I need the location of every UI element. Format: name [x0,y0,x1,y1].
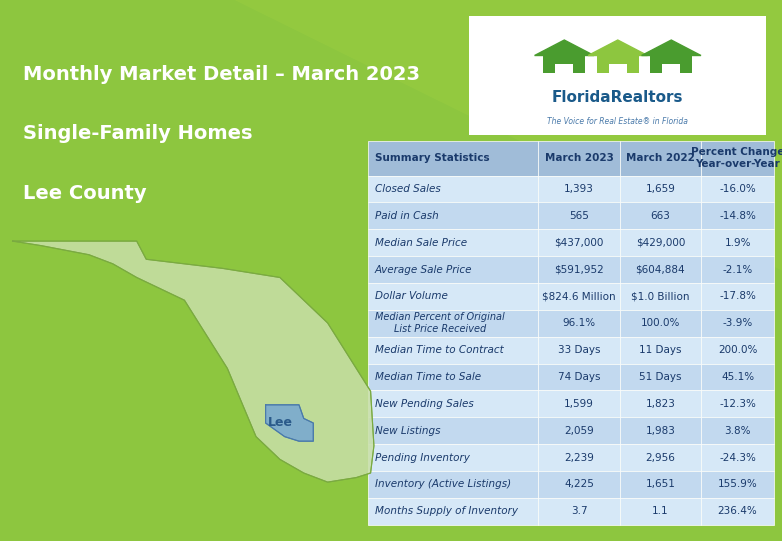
Bar [662,64,680,74]
Text: 45.1%: 45.1% [721,372,754,382]
Polygon shape [368,391,538,417]
Text: 51 Days: 51 Days [639,372,682,382]
Text: New Listings: New Listings [375,426,440,436]
Text: The Voice for Real Estate® in Florida: The Voice for Real Estate® in Florida [547,117,688,127]
Text: $604,884: $604,884 [636,265,685,275]
Polygon shape [588,40,647,56]
Polygon shape [538,141,619,175]
Polygon shape [701,444,774,471]
Polygon shape [619,337,701,364]
Polygon shape [368,417,538,444]
Polygon shape [619,498,701,525]
Polygon shape [701,141,774,175]
Polygon shape [701,283,774,310]
Polygon shape [619,444,701,471]
Polygon shape [701,256,774,283]
Polygon shape [619,310,701,337]
Polygon shape [535,40,594,56]
Text: 1,659: 1,659 [645,184,676,194]
Text: -24.3%: -24.3% [719,453,756,463]
Polygon shape [538,498,619,525]
Bar [609,64,626,74]
Text: Median Time to Sale: Median Time to Sale [375,372,481,382]
Polygon shape [266,405,314,441]
Text: $1.0 Billion: $1.0 Billion [631,292,690,301]
Text: 2,239: 2,239 [564,453,594,463]
Polygon shape [368,471,538,498]
Polygon shape [538,444,619,471]
Polygon shape [619,391,701,417]
Text: Months Supply of Inventory: Months Supply of Inventory [375,506,518,516]
Text: 11 Days: 11 Days [639,345,682,355]
Polygon shape [619,202,701,229]
Text: 100.0%: 100.0% [640,318,680,328]
Text: FloridaRealtors: FloridaRealtors [552,90,683,105]
Polygon shape [368,498,538,525]
Text: 3.7: 3.7 [571,506,587,516]
Text: Inventory (Active Listings): Inventory (Active Listings) [375,479,511,490]
Text: Paid in Cash: Paid in Cash [375,211,439,221]
Text: -17.8%: -17.8% [719,292,756,301]
Text: -12.3%: -12.3% [719,399,756,409]
Text: Lee County: Lee County [23,184,147,203]
Text: 155.9%: 155.9% [718,479,758,490]
Bar [597,56,639,74]
Text: -3.9%: -3.9% [723,318,753,328]
Polygon shape [701,417,774,444]
Text: $824.6 Million: $824.6 Million [542,292,615,301]
Text: Percent Change
Year-over-Year: Percent Change Year-over-Year [691,147,782,169]
Text: 1,983: 1,983 [645,426,676,436]
Text: Median Sale Price: Median Sale Price [375,237,467,248]
Text: Monthly Market Detail – March 2023: Monthly Market Detail – March 2023 [23,65,421,84]
Text: 1,599: 1,599 [564,399,594,409]
Text: March 2023: March 2023 [544,153,613,163]
Polygon shape [619,141,701,175]
Text: 200.0%: 200.0% [718,345,757,355]
Polygon shape [538,202,619,229]
Polygon shape [538,337,619,364]
Text: Single-Family Homes: Single-Family Homes [23,124,253,143]
Text: 4,225: 4,225 [564,479,594,490]
Polygon shape [619,256,701,283]
Text: 565: 565 [569,211,589,221]
Polygon shape [368,202,538,229]
Text: 74 Days: 74 Days [558,372,601,382]
Polygon shape [368,364,538,391]
Polygon shape [701,498,774,525]
Polygon shape [619,471,701,498]
Polygon shape [619,229,701,256]
Text: Pending Inventory: Pending Inventory [375,453,470,463]
Text: Summary Statistics: Summary Statistics [375,153,490,163]
Text: -2.1%: -2.1% [723,265,753,275]
Text: Average Sale Price: Average Sale Price [375,265,472,275]
Polygon shape [538,175,619,202]
Text: Closed Sales: Closed Sales [375,184,440,194]
Polygon shape [619,175,701,202]
Text: Dollar Volume: Dollar Volume [375,292,448,301]
Polygon shape [538,310,619,337]
Polygon shape [368,256,538,283]
Polygon shape [701,310,774,337]
Text: $437,000: $437,000 [554,237,604,248]
Text: 236.4%: 236.4% [718,506,758,516]
Polygon shape [619,364,701,391]
Polygon shape [538,471,619,498]
Polygon shape [368,283,538,310]
Text: 1.1: 1.1 [652,506,669,516]
Polygon shape [701,364,774,391]
Polygon shape [368,175,538,202]
Polygon shape [368,229,538,256]
Polygon shape [538,364,619,391]
Text: Lee: Lee [267,417,292,430]
Text: 663: 663 [651,211,670,221]
Text: 2,956: 2,956 [645,453,676,463]
Text: 96.1%: 96.1% [562,318,596,328]
Polygon shape [701,391,774,417]
Polygon shape [538,391,619,417]
Text: 1,651: 1,651 [645,479,676,490]
Text: Median Time to Contract: Median Time to Contract [375,345,504,355]
Text: March 2022: March 2022 [626,153,694,163]
Text: 3.8%: 3.8% [724,426,751,436]
Text: 1,393: 1,393 [564,184,594,194]
